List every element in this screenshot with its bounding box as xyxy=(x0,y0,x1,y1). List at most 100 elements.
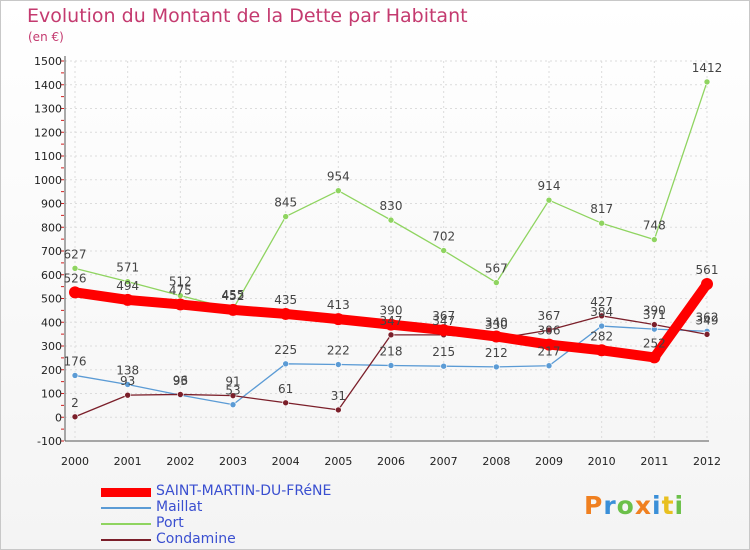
logo-letter: o xyxy=(616,491,635,520)
data-point xyxy=(493,279,500,286)
series-saint-martin-du-fr-ne xyxy=(69,278,713,364)
data-point xyxy=(543,338,555,351)
y-tick-label: 200 xyxy=(41,364,62,377)
data-point xyxy=(335,406,342,414)
data-point xyxy=(124,381,131,388)
data-point xyxy=(545,326,553,334)
data-point xyxy=(545,362,553,370)
data-label: 390 xyxy=(643,304,666,318)
logo-letter: i xyxy=(652,491,662,520)
data-label: 526 xyxy=(64,271,87,285)
data-label: 455 xyxy=(222,288,245,302)
data-point xyxy=(229,392,237,399)
y-tick-label: 300 xyxy=(41,340,62,353)
data-label: 217 xyxy=(538,345,561,359)
logo-letter: t xyxy=(661,491,675,520)
data-label: 306 xyxy=(538,324,561,338)
logo-letter: i xyxy=(674,491,685,520)
y-tick-label: 400 xyxy=(41,316,62,329)
data-label: 413 xyxy=(327,298,350,312)
data-label: 452 xyxy=(222,289,245,303)
data-point xyxy=(437,324,450,337)
data-label: 138 xyxy=(116,363,139,377)
data-label: 830 xyxy=(380,199,403,213)
data-label: 252 xyxy=(643,336,666,350)
data-label: 702 xyxy=(432,230,455,244)
data-label: 2 xyxy=(71,396,79,410)
data-point xyxy=(71,413,79,421)
data-point xyxy=(440,247,447,254)
y-tick-label: 500 xyxy=(41,293,62,306)
data-label: 347 xyxy=(432,314,455,328)
legend-swatch xyxy=(101,523,151,525)
data-label: 347 xyxy=(380,314,403,328)
y-tick-label: 900 xyxy=(41,198,62,211)
data-point xyxy=(227,303,239,316)
data-point xyxy=(385,318,397,331)
data-point xyxy=(282,360,289,368)
data-label: 954 xyxy=(327,170,350,184)
x-tick-label: 2006 xyxy=(377,455,405,468)
data-label: 571 xyxy=(116,261,139,275)
data-label: 627 xyxy=(64,247,87,261)
x-tick-label: 2004 xyxy=(272,455,300,468)
data-point xyxy=(124,391,131,399)
data-label: 176 xyxy=(64,354,87,368)
data-point xyxy=(545,196,553,204)
y-tick-label: 1300 xyxy=(34,103,62,116)
y-tick-label: -100 xyxy=(37,435,62,448)
data-point xyxy=(121,293,134,306)
data-point xyxy=(648,351,661,364)
x-tick-label: 2003 xyxy=(219,455,247,468)
data-point xyxy=(332,313,345,326)
y-tick-label: 0 xyxy=(55,411,62,424)
data-point xyxy=(229,401,237,408)
y-tick-label: 600 xyxy=(41,269,62,282)
data-point xyxy=(598,219,605,227)
grid-lines xyxy=(65,60,709,442)
data-point xyxy=(335,187,342,194)
data-point xyxy=(595,344,608,357)
data-label: 91 xyxy=(225,375,240,389)
data-label: 93 xyxy=(173,374,188,388)
series-layer xyxy=(69,78,713,421)
data-label: 494 xyxy=(116,279,139,293)
data-label: 567 xyxy=(485,262,508,276)
data-label: 748 xyxy=(643,219,666,233)
data-label: 212 xyxy=(485,346,508,360)
data-label: 512 xyxy=(169,275,192,289)
axes xyxy=(61,56,709,442)
y-tick-label: 1400 xyxy=(34,79,62,92)
data-label: 215 xyxy=(432,345,455,359)
data-label: 1412 xyxy=(692,61,723,75)
data-label: 340 xyxy=(485,316,508,330)
x-tick-labels: 2000 2001 2002 2003 2004 2005 2006 2007 2008 2009… xyxy=(61,455,721,468)
y-tick-labels: -100 0 100 200 300 400 500 600 700 800 900 1000 1100… xyxy=(34,55,62,448)
logo-letter: x xyxy=(634,491,652,520)
data-label: 435 xyxy=(274,293,297,307)
data-point xyxy=(598,312,605,320)
legend-label: Maillat xyxy=(156,499,203,515)
logo-letter: r xyxy=(603,491,617,520)
data-point xyxy=(490,330,503,343)
data-point xyxy=(440,362,447,370)
data-point xyxy=(282,213,289,220)
x-tick-label: 2012 xyxy=(693,455,721,468)
data-point xyxy=(598,322,605,330)
y-tick-label: 1000 xyxy=(34,174,62,187)
data-point xyxy=(387,216,395,224)
data-label: 362 xyxy=(696,310,719,324)
legend-label: Condamine xyxy=(156,531,236,547)
data-point xyxy=(71,265,79,272)
data-label: 53 xyxy=(225,384,240,398)
data-point xyxy=(701,278,713,291)
x-tick-label: 2000 xyxy=(61,455,89,468)
unit-label: (en €) xyxy=(28,30,64,44)
data-point xyxy=(387,331,395,339)
data-label: 222 xyxy=(327,344,350,358)
data-label: 561 xyxy=(696,263,719,277)
y-tick-label: 1200 xyxy=(34,126,62,139)
x-tick-label: 2005 xyxy=(324,455,352,468)
data-point xyxy=(651,321,658,328)
